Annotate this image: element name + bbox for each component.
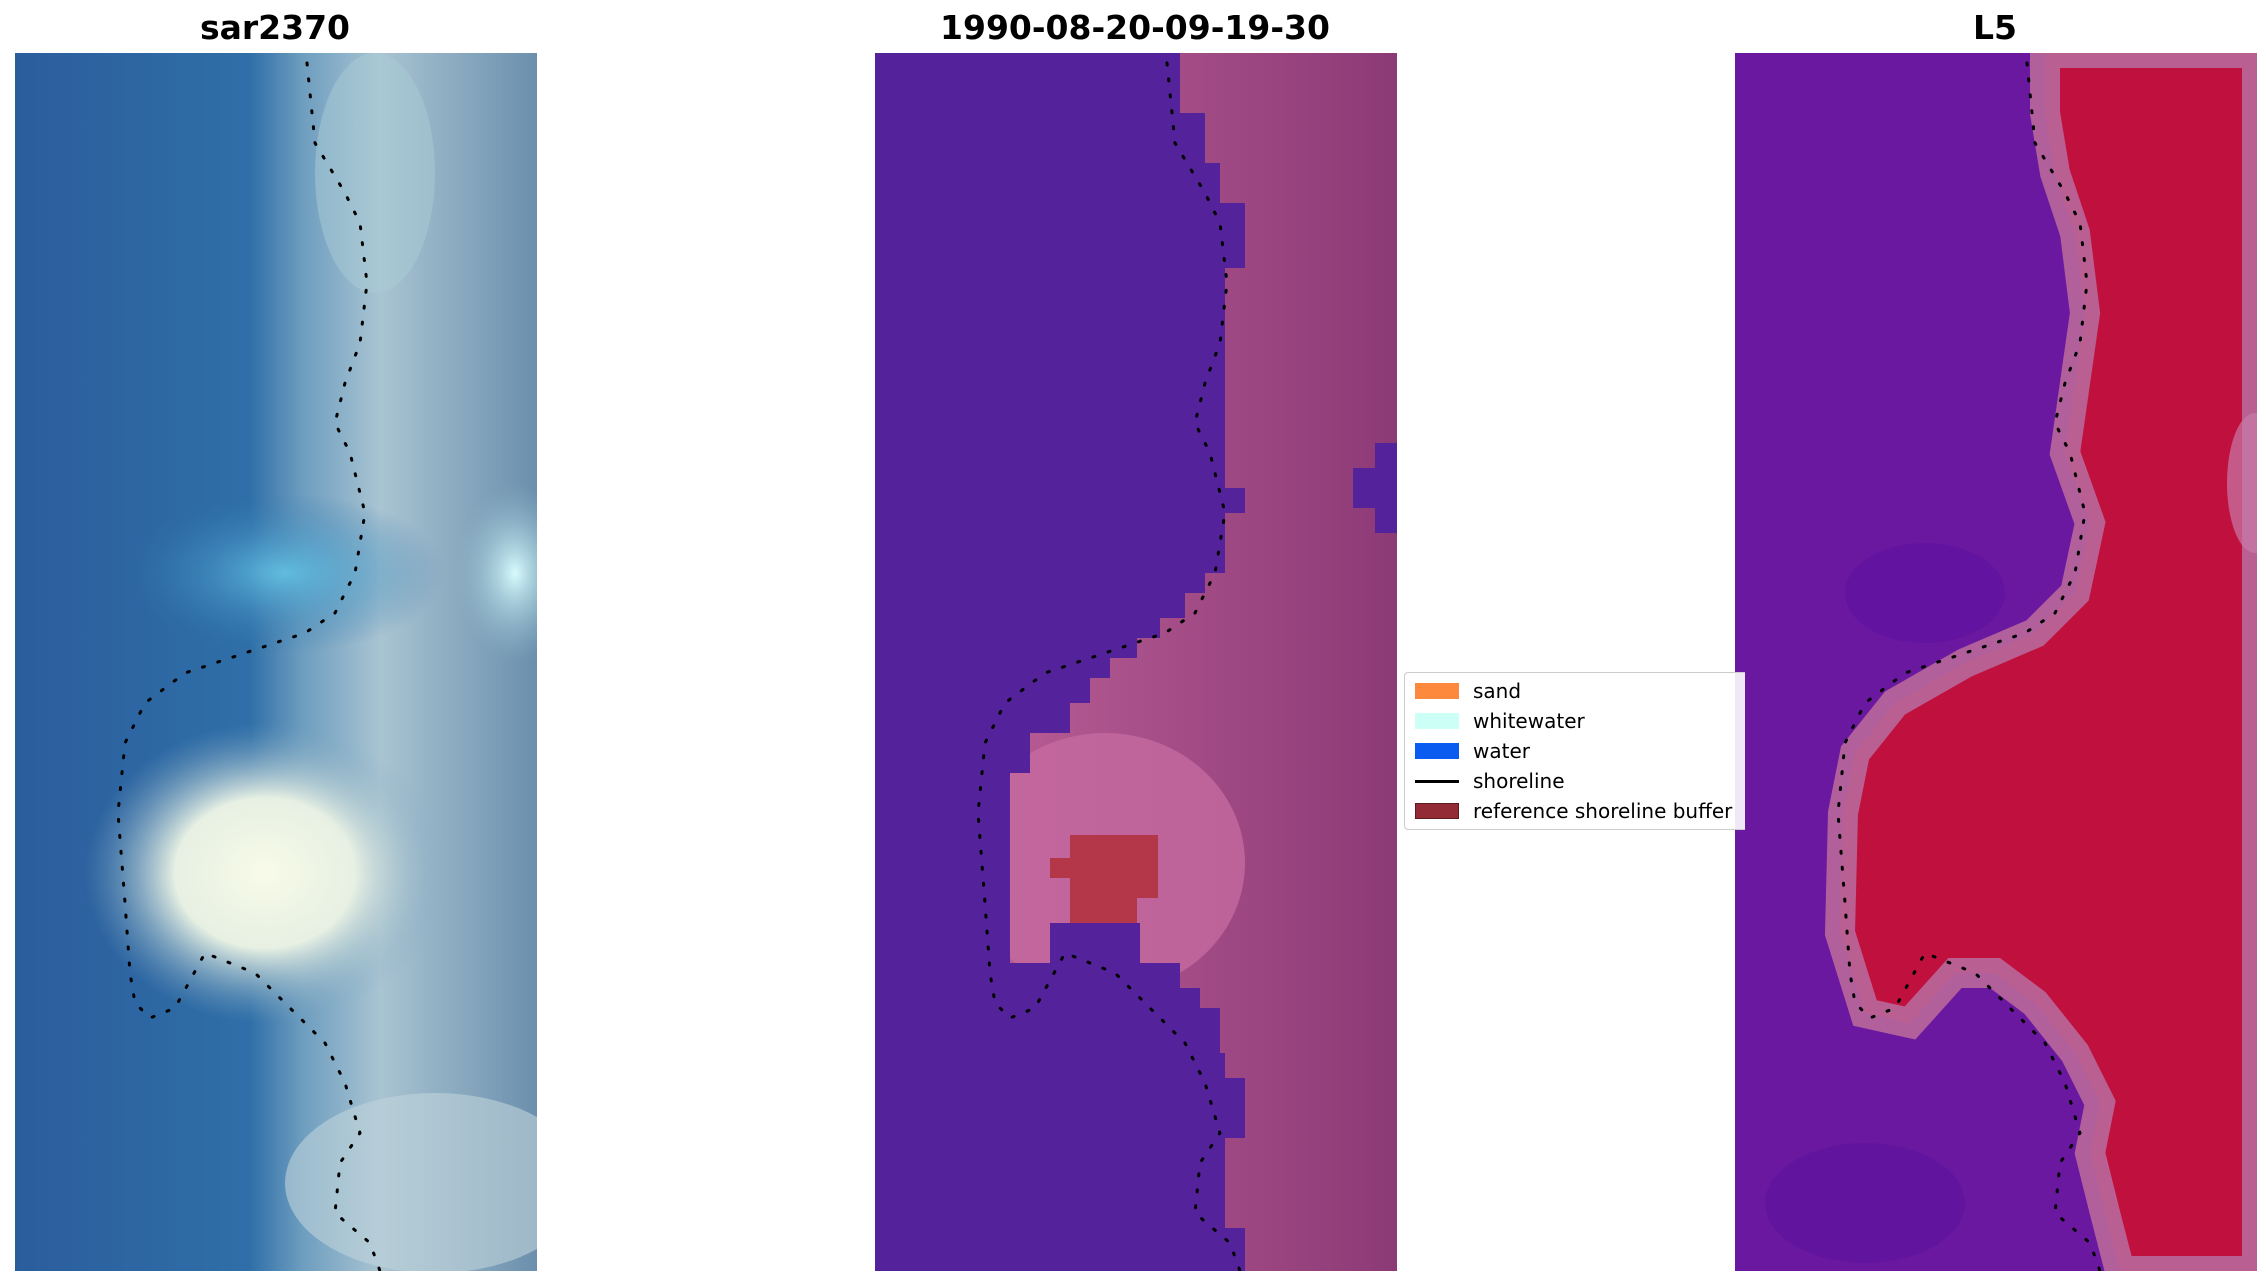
legend-item-reference-buffer: reference shoreline buffer xyxy=(1405,795,1745,823)
l5-image xyxy=(1735,53,2257,1271)
title-sar: sar2370 xyxy=(199,8,351,47)
classification-image xyxy=(875,53,1397,1271)
legend-item-water: water xyxy=(1405,735,1745,763)
legend: sand whitewater water shoreline referenc… xyxy=(1404,672,1745,830)
legend-item-sand: sand xyxy=(1405,675,1745,703)
sand-swatch xyxy=(1415,683,1459,699)
l5-image-panel xyxy=(1735,53,2257,1271)
buffer-overlay xyxy=(1050,835,1158,923)
title-date: 1990-08-20-09-19-30 xyxy=(940,8,1330,47)
class-shoreline xyxy=(976,61,1242,1271)
shoreline-line-swatch xyxy=(1415,780,1459,783)
water-class-region xyxy=(875,53,1245,1271)
sar-image-panel xyxy=(15,53,537,1271)
l5-shoreline xyxy=(1836,61,2102,1271)
legend-item-shoreline: shoreline xyxy=(1405,765,1745,793)
title-l5: L5 xyxy=(1973,8,2017,47)
legend-item-whitewater: whitewater xyxy=(1405,705,1745,733)
legend-label: whitewater xyxy=(1473,709,1585,733)
water-swatch xyxy=(1415,743,1459,759)
sar-image xyxy=(15,53,537,1271)
whitewater-swatch xyxy=(1415,713,1459,729)
classification-panel xyxy=(875,53,1397,1271)
legend-label: water xyxy=(1473,739,1530,763)
reference-buffer-swatch xyxy=(1415,803,1459,819)
legend-label: reference shoreline buffer xyxy=(1473,799,1733,823)
water-class-patch xyxy=(1353,443,1397,533)
legend-label: sand xyxy=(1473,679,1522,703)
sar-shoreline xyxy=(116,61,382,1271)
l5-transition xyxy=(1824,53,2257,1271)
legend-label: shoreline xyxy=(1473,769,1565,793)
